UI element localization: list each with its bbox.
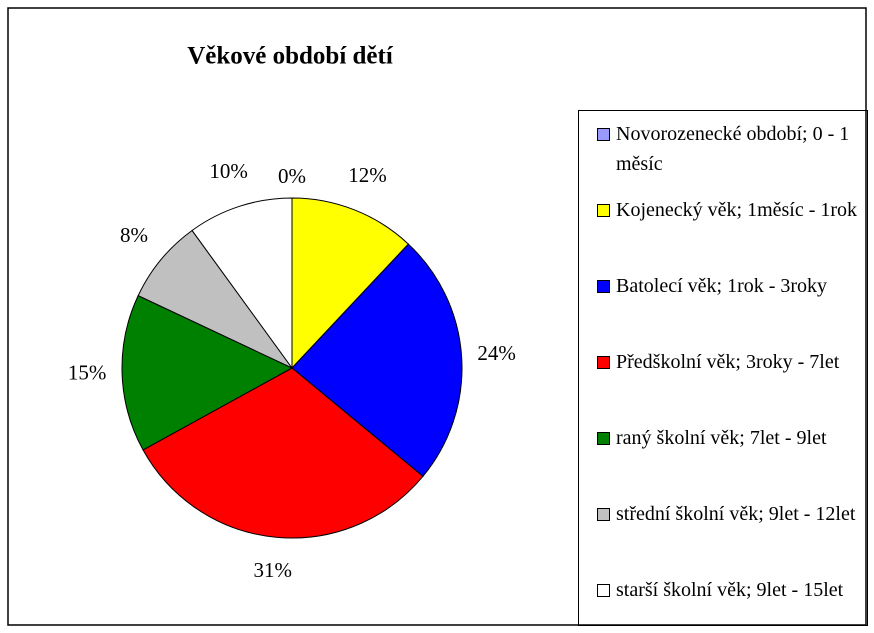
legend-item: Kojenecký věk; 1měsíc - 1rok <box>597 195 874 271</box>
legend-item: raný školní věk; 7let - 9let <box>597 423 874 499</box>
legend-label: raný školní věk; 7let - 9let <box>616 427 827 449</box>
legend-label: střední školní věk; 9let - 12let <box>616 503 856 525</box>
legend-item: Novorozenecké období; 0 - 1 měsíc <box>597 119 874 195</box>
legend-swatch <box>597 128 610 141</box>
legend-swatch <box>597 508 610 521</box>
legend-swatch <box>597 584 610 597</box>
pie-slice <box>291 243 463 478</box>
pie-slice <box>291 197 410 370</box>
legend-item: starší školní věk; 9let - 15let <box>597 575 874 633</box>
data-label: 24% <box>477 341 516 365</box>
data-label: 31% <box>253 558 292 582</box>
pie-slice <box>121 294 294 451</box>
legend-item: střední školní věk; 9let - 12let <box>597 499 874 575</box>
legend-swatch <box>597 204 610 217</box>
data-label: 15% <box>68 360 107 384</box>
legend-label: Předškolní věk; 3roky - 7let <box>616 351 840 373</box>
pie-slice <box>142 367 424 539</box>
data-label: 12% <box>348 163 387 187</box>
legend-swatch <box>597 356 610 369</box>
chart-title: Věkové období dětí <box>187 43 394 70</box>
legend-label: Batolecí věk; 1rok - 3roky <box>616 275 828 297</box>
data-label: 8% <box>120 223 148 247</box>
legend-swatch <box>597 432 610 445</box>
legend-item: Předškolní věk; 3roky - 7let <box>597 347 874 423</box>
legend-label: Novorozenecké období; 0 - 1 měsíc <box>616 123 850 175</box>
legend-label: starší školní věk; 9let - 15let <box>616 579 844 601</box>
legend-item: Batolecí věk; 1rok - 3roky <box>597 271 874 347</box>
data-label: 10% <box>209 159 248 183</box>
legend-label: Kojenecký věk; 1měsíc - 1rok <box>616 199 858 221</box>
pie-slice <box>191 197 293 370</box>
legend-swatch <box>597 280 610 293</box>
data-label: 0% <box>278 164 306 188</box>
legend: Novorozenecké období; 0 - 1 měsíc Kojenec… <box>578 110 868 626</box>
